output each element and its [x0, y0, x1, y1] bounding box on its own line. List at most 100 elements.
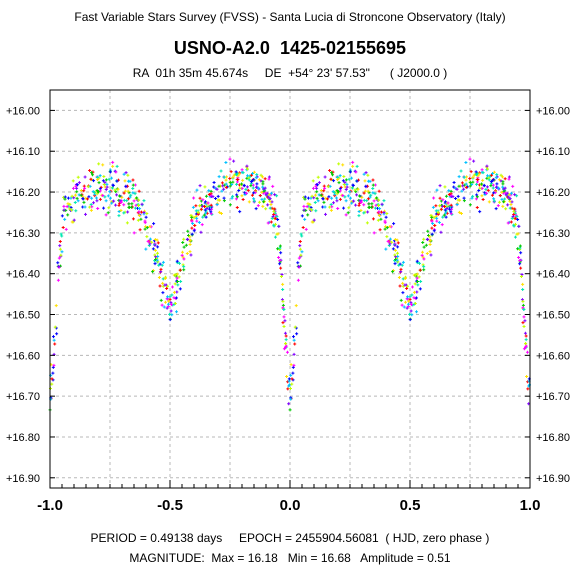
data-point — [329, 177, 333, 181]
data-point — [194, 214, 198, 218]
data-point — [371, 187, 375, 191]
data-point — [195, 219, 199, 223]
data-point — [128, 195, 132, 199]
data-point — [267, 195, 271, 199]
data-point — [255, 182, 259, 186]
data-point — [329, 203, 333, 207]
data-point — [464, 161, 468, 165]
data-point — [452, 181, 456, 185]
data-point — [219, 169, 223, 173]
data-point — [235, 182, 239, 186]
data-point — [243, 191, 247, 195]
data-point — [449, 210, 453, 214]
data-point — [89, 203, 93, 207]
data-point — [131, 178, 135, 182]
data-point — [492, 170, 496, 174]
data-point — [377, 198, 381, 202]
data-point — [332, 201, 336, 205]
data-point — [143, 221, 147, 225]
data-point — [522, 307, 526, 311]
data-point — [261, 204, 265, 208]
data-point — [152, 222, 156, 226]
data-point — [232, 159, 236, 163]
data-point — [524, 334, 528, 338]
data-point — [235, 173, 239, 177]
data-point — [56, 261, 60, 265]
data-point — [391, 270, 395, 274]
data-point — [281, 321, 285, 325]
data-point — [222, 199, 226, 203]
data-point — [252, 170, 256, 174]
data-point — [393, 248, 397, 252]
data-point — [462, 187, 466, 191]
data-point — [260, 197, 264, 201]
data-point — [98, 189, 102, 193]
data-point — [240, 182, 244, 186]
data-point — [316, 175, 320, 179]
data-point — [452, 185, 456, 189]
data-point — [157, 275, 161, 279]
data-point — [203, 185, 207, 189]
data-point — [341, 194, 345, 198]
data-point — [270, 200, 274, 204]
data-point — [481, 178, 485, 182]
data-point — [122, 198, 126, 202]
data-point — [115, 193, 119, 197]
data-point — [471, 194, 475, 198]
data-point — [415, 259, 419, 263]
data-point — [446, 201, 450, 205]
data-point — [387, 244, 391, 248]
data-point — [235, 178, 239, 182]
data-point — [485, 174, 489, 178]
data-point — [91, 173, 95, 177]
data-point — [377, 210, 381, 214]
data-point — [193, 223, 197, 227]
data-point — [311, 179, 315, 183]
data-point — [215, 187, 219, 191]
data-point — [290, 377, 294, 381]
data-point — [413, 301, 417, 305]
data-point — [513, 193, 517, 197]
data-point — [88, 168, 92, 172]
data-point — [335, 196, 339, 200]
data-point — [369, 193, 373, 197]
data-point — [406, 302, 410, 306]
data-point — [126, 210, 130, 214]
data-point — [51, 365, 55, 369]
data-point — [147, 244, 151, 248]
data-point — [308, 202, 312, 206]
data-point — [138, 213, 142, 217]
data-point — [231, 194, 235, 198]
data-point — [58, 240, 62, 244]
data-point — [368, 195, 372, 199]
data-point — [394, 257, 398, 261]
data-point — [241, 171, 245, 175]
y-tick-label: +16.70 — [536, 391, 570, 403]
data-point — [254, 185, 258, 189]
data-point — [54, 304, 58, 308]
data-point — [107, 177, 111, 181]
data-point — [68, 202, 72, 206]
data-point — [159, 267, 163, 271]
data-point — [344, 178, 348, 182]
data-point — [281, 306, 285, 310]
data-point — [443, 185, 447, 189]
data-point — [273, 235, 277, 239]
data-point — [474, 170, 478, 174]
data-point — [72, 196, 76, 200]
data-point — [56, 278, 60, 282]
data-point — [357, 209, 361, 213]
data-point — [50, 382, 54, 386]
data-point — [518, 259, 522, 263]
data-point — [190, 215, 194, 219]
data-point — [144, 215, 148, 219]
data-point — [228, 184, 232, 188]
data-point — [230, 196, 234, 200]
data-point — [343, 180, 347, 184]
data-point — [481, 197, 485, 201]
data-point — [103, 195, 107, 199]
data-point — [444, 211, 448, 215]
data-point — [204, 215, 208, 219]
data-point — [198, 196, 202, 200]
y-tick-label: +16.10 — [536, 146, 570, 158]
